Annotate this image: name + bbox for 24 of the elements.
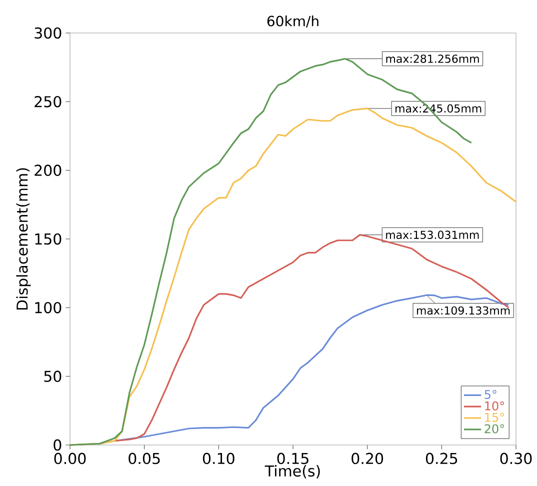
x-tick-label: 0.10 xyxy=(202,452,234,464)
x-tick-label: 0.20 xyxy=(352,452,384,464)
legend-label: 15° xyxy=(485,412,504,422)
legend-label: 5° xyxy=(484,390,496,400)
y-tick-label: 100 xyxy=(35,302,62,314)
annotation: max:281.256mm xyxy=(386,54,479,63)
x-tick-label: 0.15 xyxy=(277,452,308,464)
annotation: max:153.031mm xyxy=(386,230,479,239)
y-tick-label: 50 xyxy=(44,370,62,382)
y-tick-label: 200 xyxy=(34,164,62,176)
annotation: max:109.133mm xyxy=(417,306,510,315)
x-tick-label: 0.05 xyxy=(128,452,160,464)
x-tick-label: 0.00 xyxy=(54,452,86,464)
x-axis-title: Time(s) xyxy=(264,465,320,478)
y-tick-label: 300 xyxy=(34,27,62,39)
y-tick-label: 0 xyxy=(54,439,62,451)
y-axis-title: Displacement(mm) xyxy=(16,168,31,310)
x-tick-label: 0.30 xyxy=(500,452,532,464)
legend-label: 20° xyxy=(484,424,504,434)
legend-label: 10° xyxy=(485,401,504,410)
x-tick-label: 0.25 xyxy=(426,452,458,464)
chart-title: 60km/h xyxy=(267,16,318,28)
y-tick-label: 250 xyxy=(34,96,62,108)
y-tick-label: 150 xyxy=(35,233,62,245)
